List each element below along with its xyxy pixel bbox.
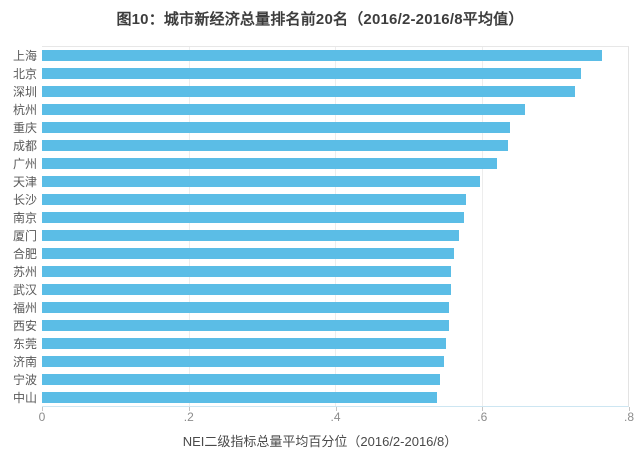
gridline-.6 — [481, 47, 483, 406]
bar-宁波 — [42, 373, 440, 385]
y-tick-label-武汉: 武汉 — [12, 283, 37, 298]
bar-成都 — [42, 140, 508, 152]
y-tick-label-北京: 北京 — [12, 66, 37, 81]
y-axis-labels: 上海北京深圳杭州重庆成都广州天津长沙南京厦门合肥苏州武汉福州西安东莞济南宁波中山 — [0, 46, 37, 407]
bar-苏州 — [42, 265, 452, 277]
bar-重庆 — [42, 122, 511, 134]
bar-东莞 — [42, 337, 446, 349]
bar-row — [42, 101, 628, 119]
x-tick-label-.6: .6 — [477, 410, 488, 424]
y-tick-label-济南: 济南 — [12, 355, 37, 370]
y-tick-label-西安: 西安 — [12, 319, 37, 334]
bar-广州 — [42, 158, 497, 170]
y-tick-label-合肥: 合肥 — [12, 247, 37, 262]
y-tick-label-东莞: 东莞 — [12, 337, 37, 352]
y-tick-label-厦门: 厦门 — [12, 228, 37, 243]
bar-天津 — [42, 176, 481, 188]
bar-row — [42, 209, 628, 227]
bar-row — [42, 262, 628, 280]
bar-北京 — [42, 68, 582, 80]
bar-row — [42, 65, 628, 83]
y-tick-label-重庆: 重庆 — [12, 120, 37, 135]
bar-row — [42, 334, 628, 352]
x-tick-mark — [629, 407, 630, 411]
bar-row — [42, 155, 628, 173]
y-tick-label-苏州: 苏州 — [12, 265, 37, 280]
gridline-.2 — [188, 47, 190, 406]
bar-series — [42, 47, 628, 406]
x-tick-mark — [188, 407, 190, 411]
bar-row — [42, 173, 628, 191]
x-tick-label-.2: .2 — [183, 410, 194, 424]
bar-row — [42, 370, 628, 388]
bar-福州 — [42, 301, 450, 313]
bar-杭州 — [42, 104, 525, 116]
y-tick-label-深圳: 深圳 — [12, 84, 37, 99]
bar-row — [42, 280, 628, 298]
bar-合肥 — [42, 247, 454, 259]
bar-中山 — [42, 391, 437, 403]
x-tick-mark — [42, 407, 43, 411]
x-tick-label-.8: .8 — [623, 410, 635, 424]
plot-area — [42, 46, 629, 407]
y-tick-label-天津: 天津 — [12, 174, 37, 189]
y-tick-label-南京: 南京 — [12, 210, 37, 225]
x-tick-label-.4: .4 — [330, 410, 341, 424]
x-tick-mark — [482, 407, 484, 411]
y-tick-label-杭州: 杭州 — [12, 102, 37, 117]
bar-row — [42, 388, 628, 406]
bar-row — [42, 47, 628, 65]
bar-厦门 — [42, 230, 459, 241]
bar-深圳 — [42, 86, 576, 98]
y-tick-label-成都: 成都 — [12, 138, 37, 153]
bar-武汉 — [42, 283, 451, 295]
chart-title: 图10：城市新经济总量排名前20名（2016/2-2016/8平均值） — [116, 11, 524, 28]
y-tick-label-上海: 上海 — [12, 48, 37, 63]
bar-西安 — [42, 319, 449, 331]
bar-row — [42, 352, 628, 370]
y-tick-label-长沙: 长沙 — [12, 192, 37, 207]
bar-上海 — [42, 50, 602, 62]
y-tick-label-宁波: 宁波 — [12, 373, 37, 388]
y-tick-label-中山: 中山 — [12, 391, 37, 406]
bar-row — [42, 316, 628, 334]
bar-济南 — [42, 355, 445, 367]
bar-长沙 — [42, 194, 467, 206]
bar-row — [42, 119, 628, 137]
bar-row — [42, 191, 628, 209]
x-tick-mark — [335, 407, 337, 411]
bar-row — [42, 298, 628, 316]
bar-row — [42, 227, 628, 245]
bar-row — [42, 83, 628, 101]
bar-南京 — [42, 212, 464, 224]
x-tick-label-0: 0 — [38, 410, 46, 424]
bar-row — [42, 137, 628, 155]
y-tick-label-福州: 福州 — [12, 301, 37, 316]
x-axis-label: NEI二级指标总量平均百分位（2016/2-2016/8） — [182, 434, 458, 449]
gridline-.4 — [335, 47, 336, 406]
bar-row — [42, 244, 628, 262]
y-tick-label-广州: 广州 — [12, 156, 37, 171]
